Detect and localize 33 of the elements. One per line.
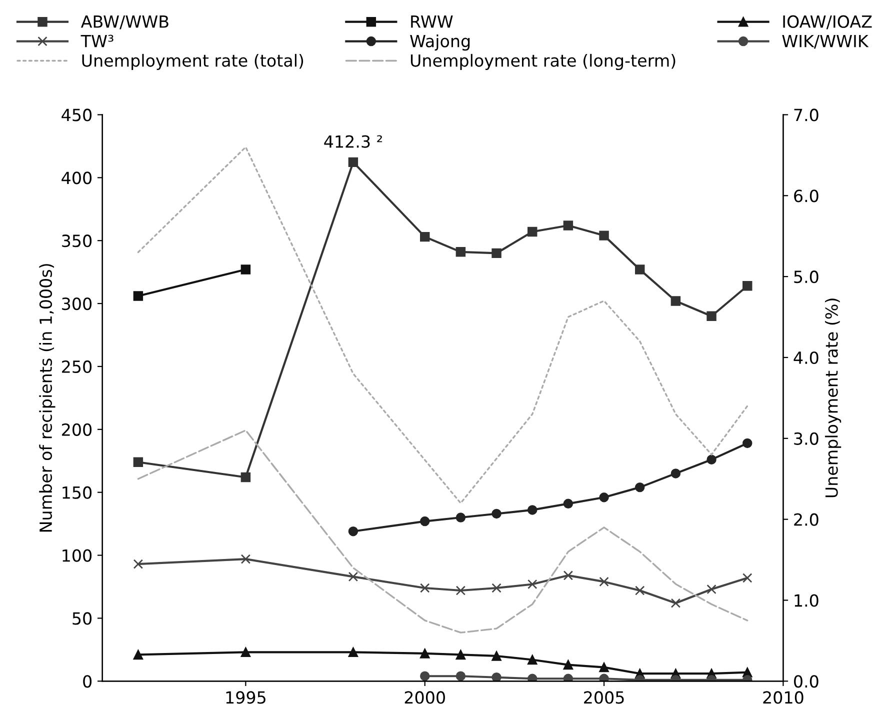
y-axis-title: Number of recipients (in 1,000s) [39,264,56,532]
legend-label: Unemployment rate (long-term) [410,54,676,70]
y2-tick-label: 2.0 [794,513,818,526]
legend-label: ABW/WWB [80,16,168,30]
x-tick-label: 2005 [584,691,624,704]
y2-tick-label: 6.0 [794,190,818,202]
y-tick-label: 450 [62,108,92,122]
y-tick-label: 250 [62,360,92,374]
y-tick-label: 100 [62,549,92,562]
legend-label: Wajong [410,34,470,51]
y2-tick-label: 1.0 [794,594,818,607]
y-tick-label: 400 [62,172,92,184]
y2-tick-label: 4.0 [794,351,818,364]
y-tick-label: 0 [83,675,92,688]
annotation: 412.3 ² [324,135,382,148]
y2-tick-label: 0.0 [794,675,818,688]
y2-tick-label: 5.0 [794,270,818,284]
y2-axis-title: Unemployment rate (%) [824,298,842,498]
y-tick-label: 200 [62,423,92,436]
legend-label: TW³ [80,34,114,48]
legend-label: WIK/WWIK [782,34,869,49]
y-tick-label: 300 [62,297,92,310]
y-tick-label: 350 [62,234,92,248]
y-tick-label: 50 [72,612,92,625]
legend-label: Unemployment rate (total) [82,54,304,70]
legend-label: IOAW/IOAZ [783,15,872,30]
x-tick-label: 2010 [763,691,804,704]
x-tick-label: 1995 [226,691,266,704]
y2-tick-label: 7.0 [794,108,818,122]
x-tick-label: 2000 [404,691,445,704]
y2-tick-label: 3.0 [794,432,818,445]
y-tick-label: 150 [62,486,92,499]
legend-label: RWW [411,16,453,28]
